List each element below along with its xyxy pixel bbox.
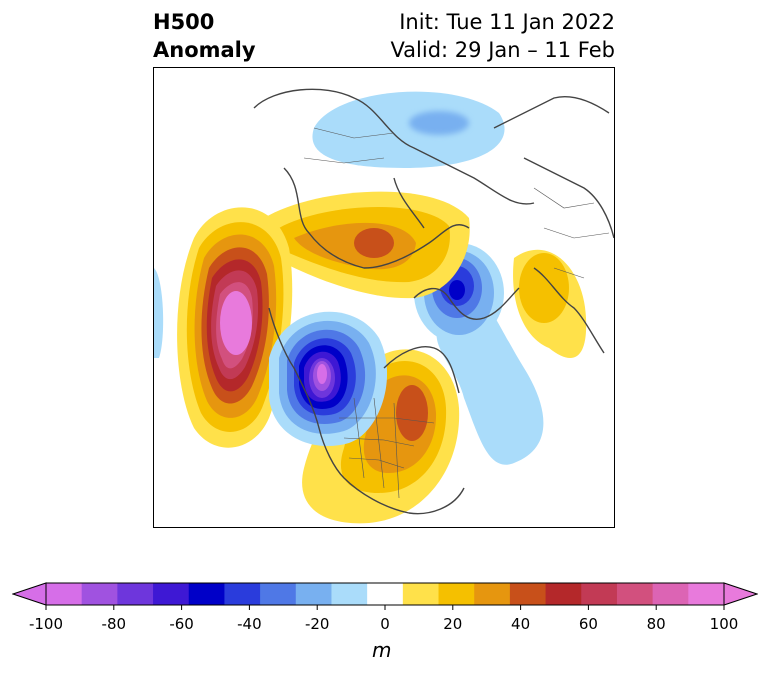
colorbar-tick-label: 40 <box>511 615 531 633</box>
init-date: Init: Tue 11 Jan 2022 <box>399 10 615 34</box>
colorbar-swatch <box>188 583 225 605</box>
anomaly-map <box>153 67 615 528</box>
colorbar-swatch <box>46 583 83 605</box>
colorbar-tick-label: -40 <box>237 615 262 633</box>
title-line-2: Anomaly <box>153 38 256 62</box>
title-line-1: H500 <box>153 10 215 34</box>
neg-anomaly-arctic <box>312 91 505 168</box>
colorbar-tick-label: 20 <box>443 615 463 633</box>
neg-anomaly-nw-america <box>269 311 388 446</box>
colorbar-swatch <box>153 583 190 605</box>
map-title: H500 Anomaly <box>153 8 256 64</box>
colorbar-tick-label: -20 <box>304 615 330 633</box>
colorbar-unit: m <box>372 638 392 662</box>
colorbar-tick-label: 100 <box>709 615 739 633</box>
map-canvas <box>154 88 614 524</box>
colorbar-swatch <box>545 583 582 605</box>
colorbar-swatch <box>616 583 654 605</box>
colorbar-swatch <box>117 583 154 605</box>
colorbar-tick-label: -100 <box>28 615 64 633</box>
colorbar-swatch <box>224 583 261 605</box>
colorbar-tick-label: 0 <box>380 615 390 633</box>
colorbar-swatch <box>688 583 725 605</box>
colorbar-swatch <box>652 583 689 605</box>
pos-anomaly-europe <box>513 249 587 358</box>
colorbar-swatch <box>81 583 118 605</box>
borders <box>303 127 610 499</box>
colorbar-swatch <box>474 583 511 605</box>
colorbar-swatch <box>295 583 332 605</box>
colorbar-swatch <box>367 583 404 605</box>
colorbar-swatch <box>581 583 618 605</box>
coastlines <box>253 88 614 515</box>
colorbar-tick-label: -60 <box>169 615 194 633</box>
colorbar-swatch <box>438 583 475 605</box>
colorbar-swatch <box>331 583 368 605</box>
colorbar-swatch <box>260 583 297 605</box>
colorbar-swatch <box>402 583 440 605</box>
colorbar-swatch <box>509 583 547 605</box>
date-info: Init: Tue 11 Jan 2022 Valid: 29 Jan – 11… <box>390 8 615 64</box>
colorbar-tick-label: -80 <box>101 615 127 633</box>
colorbar-tick-label: 60 <box>578 615 598 633</box>
colorbar <box>12 582 758 610</box>
colorbar-tick-label: 80 <box>646 615 666 633</box>
valid-range: Valid: 29 Jan – 11 Feb <box>390 38 615 62</box>
pos-anomaly-pacific <box>154 207 293 448</box>
colorbar-min-arrow <box>12 582 47 606</box>
colorbar-max-arrow <box>723 582 758 606</box>
